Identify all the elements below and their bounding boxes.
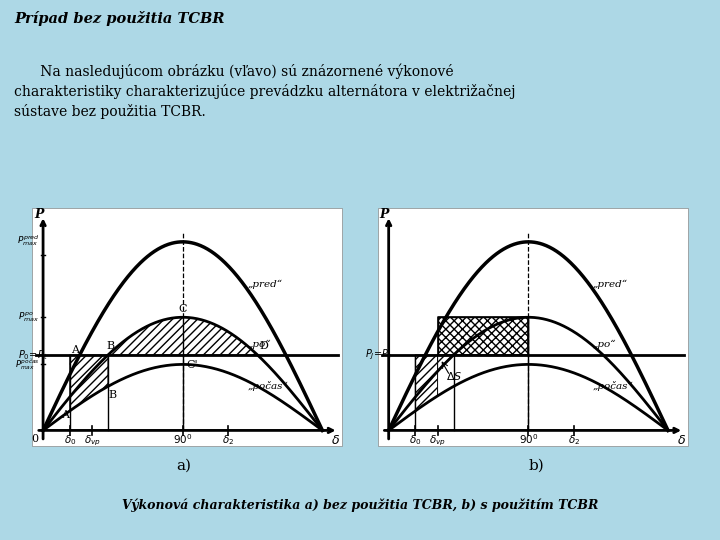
Text: $P_J\!=\!P_t$: $P_J\!=\!P_t$	[364, 348, 392, 362]
Text: a): a)	[176, 458, 191, 472]
Text: $\delta$: $\delta$	[677, 434, 686, 447]
Polygon shape	[438, 355, 454, 372]
Text: „pred“: „pred“	[248, 280, 282, 289]
Text: A': A'	[61, 410, 72, 421]
Polygon shape	[415, 355, 438, 411]
Text: $90^0$: $90^0$	[518, 432, 538, 445]
Text: C: C	[179, 303, 186, 314]
Text: $P_{max}^{po}$: $P_{max}^{po}$	[18, 310, 40, 324]
Text: B: B	[109, 390, 117, 400]
Text: Prípad bez použitia TCBR: Prípad bez použitia TCBR	[14, 11, 225, 26]
Text: „po“: „po“	[593, 340, 617, 349]
Text: $\Delta S$: $\Delta S$	[446, 369, 463, 381]
Text: $\delta_{vp}$: $\delta_{vp}$	[429, 434, 446, 448]
Text: $\delta_2$: $\delta_2$	[222, 434, 234, 448]
Text: $\delta_0$: $\delta_0$	[409, 434, 422, 448]
Text: b): b)	[528, 458, 544, 472]
Text: $\delta_2$: $\delta_2$	[567, 434, 580, 448]
Text: P: P	[34, 208, 43, 221]
Text: D: D	[259, 341, 268, 352]
Text: „po“: „po“	[248, 340, 271, 349]
Text: $P_{max}^{pred}$: $P_{max}^{pred}$	[17, 233, 40, 247]
Text: „pred“: „pred“	[593, 280, 628, 289]
Text: „počas“: „počas“	[593, 381, 634, 391]
Text: „počas“: „počas“	[248, 381, 288, 391]
Text: $P_{max}^{počas}$: $P_{max}^{počas}$	[14, 356, 40, 372]
Text: A: A	[71, 345, 78, 355]
Text: $90^0$: $90^0$	[173, 432, 192, 445]
Text: $\delta$: $\delta$	[331, 434, 341, 447]
Text: Na nasledujúcom obrázku (vľavo) sú znázornené výkonové
charakteristiky charakter: Na nasledujúcom obrázku (vľavo) sú znázo…	[14, 64, 516, 119]
Text: $\delta_{vp}$: $\delta_{vp}$	[84, 434, 100, 448]
Text: Výkonová charakteristika a) bez použitia TCBR, b) s použitím TCBR: Výkonová charakteristika a) bez použitia…	[122, 498, 598, 512]
Polygon shape	[438, 318, 528, 355]
Polygon shape	[70, 355, 108, 411]
Text: 0: 0	[32, 434, 39, 444]
Text: C': C'	[186, 360, 198, 370]
Text: $P_0\!=\!P_t$: $P_0\!=\!P_t$	[18, 348, 48, 362]
Text: $\delta_0$: $\delta_0$	[63, 434, 76, 448]
Text: P: P	[379, 208, 389, 221]
Polygon shape	[108, 318, 258, 355]
Text: B: B	[106, 341, 114, 352]
